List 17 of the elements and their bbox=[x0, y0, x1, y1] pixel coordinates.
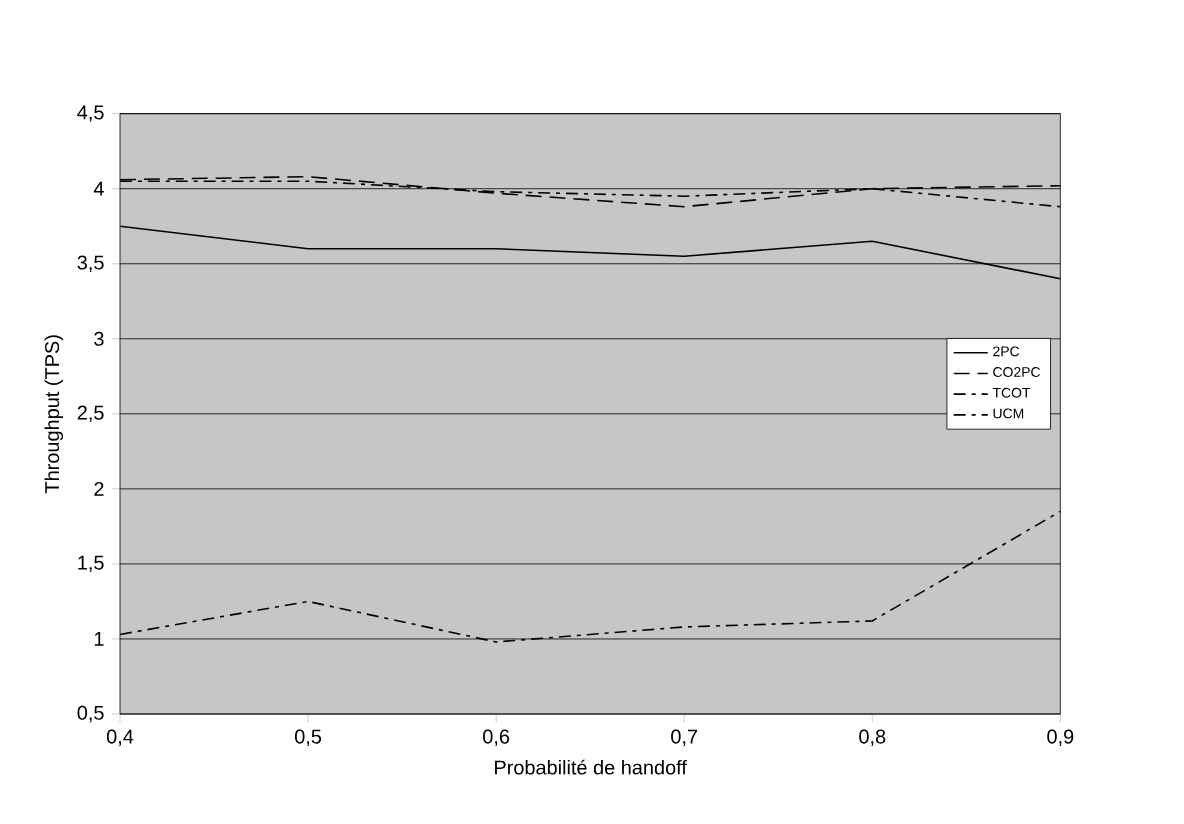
y-axis-title: Throughput (TPS) bbox=[44, 335, 64, 494]
x-tick-label: 0,5 bbox=[295, 729, 322, 747]
x-tick-label: 0,4 bbox=[106, 729, 134, 747]
y-tick-label: 2,5 bbox=[77, 405, 104, 423]
y-tick-label: 2 bbox=[94, 481, 104, 496]
x-tick-label: 0,6 bbox=[483, 729, 510, 747]
y-tick-label: 4 bbox=[93, 181, 104, 196]
y-tick-label: 3 bbox=[94, 331, 104, 346]
x-axis-title: Probabilité de handoff bbox=[495, 759, 687, 775]
y-tick-label: 1 bbox=[94, 632, 104, 646]
y-tick-label: 1,5 bbox=[78, 555, 104, 573]
x-tick-label: 0,7 bbox=[671, 729, 698, 747]
x-tick-label: 0,8 bbox=[859, 729, 886, 747]
x-tick-label: 0,9 bbox=[1047, 729, 1074, 747]
y-tick-label: 3,5 bbox=[77, 255, 104, 272]
y-tick-label: 4,5 bbox=[77, 105, 104, 122]
y-tick-label: 0,5 bbox=[77, 705, 104, 723]
